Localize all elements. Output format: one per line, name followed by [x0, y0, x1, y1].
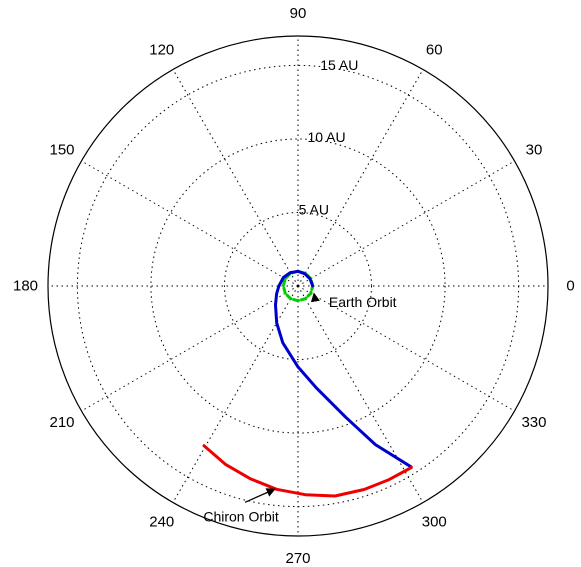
radius-tick-label-5: 5 AU: [299, 202, 329, 218]
angle-tick-label-210: 210: [49, 414, 74, 431]
radius-gridcircle-5: [223, 211, 373, 361]
angle-tick-label-300: 300: [422, 513, 447, 530]
chiron-orbit-line: [202, 444, 413, 498]
angle-gridline-60: [297, 69, 424, 287]
radius-tick-label-10: 10 AU: [307, 129, 345, 145]
angle-tick-label-330: 330: [521, 414, 546, 431]
angle-gridline-30: [297, 160, 515, 287]
angle-gridline-300: [297, 285, 424, 503]
polar-grid: [47, 35, 549, 537]
annotation-arrow-0: [310, 292, 320, 303]
annotation-arrow-1: [244, 488, 276, 503]
series-layer: [202, 269, 413, 498]
angle-tick-label-270: 270: [285, 550, 310, 567]
angle-gridline-240: [172, 285, 299, 503]
angle-tick-label-60: 60: [426, 42, 443, 59]
radius-gridcircle-15: [76, 64, 520, 508]
outer-boundary-circle: [47, 35, 549, 537]
angle-tick-label-90: 90: [290, 5, 307, 22]
angle-tick-label-0: 0: [566, 278, 574, 295]
angle-tick-label-150: 150: [49, 141, 74, 158]
angle-gridline-120: [172, 69, 299, 287]
transfer-orbit-line: [274, 269, 413, 469]
angle-tick-label-120: 120: [149, 42, 174, 59]
annotation-label-0: Earth Orbit: [329, 294, 397, 310]
angle-tick-label-180: 180: [13, 278, 38, 295]
angle-gridline-210: [81, 285, 299, 412]
label-layer: 0 30 60 90 120 150 180 210 240 270 300 330 5 AU 10 AU…: [13, 5, 575, 567]
angle-tick-label-30: 30: [526, 141, 543, 158]
angle-gridline-150: [81, 160, 299, 287]
radius-gridcircle-10: [150, 138, 446, 434]
angle-gridline-330: [297, 285, 515, 412]
angle-tick-label-240: 240: [149, 513, 174, 530]
radius-tick-label-15: 15 AU: [320, 57, 358, 73]
annotation-label-1: Chiron Orbit: [203, 508, 279, 524]
